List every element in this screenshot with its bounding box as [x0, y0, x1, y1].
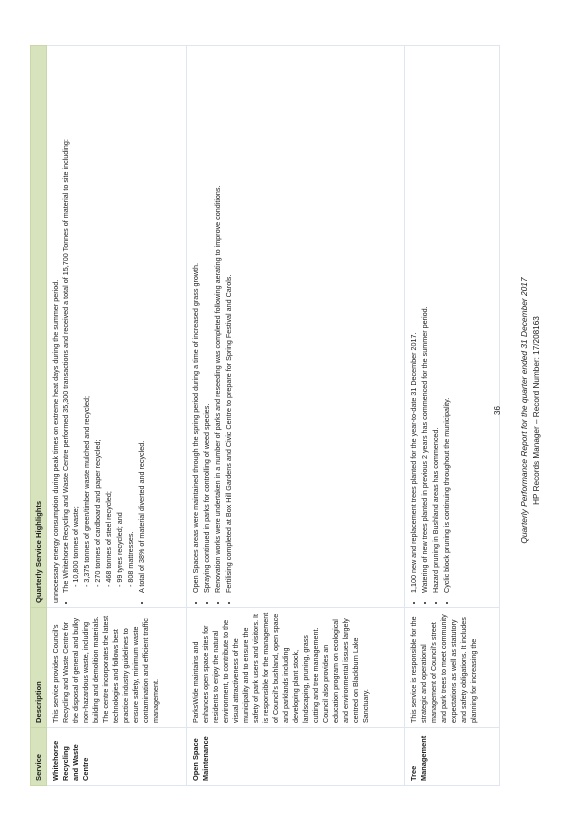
list-item: A total of 38% of material diverted and …: [137, 50, 147, 593]
list-item: 1,100 new and replacement trees planted …: [409, 50, 419, 593]
highlight-list: The Whitehorse Recycling and Waste Centr…: [61, 50, 147, 603]
page-number: 36: [493, 406, 502, 415]
service-highlights: 1,100 new and replacement trees planted …: [404, 45, 500, 608]
list-item: 468 tonnes of steel recycled;: [104, 50, 114, 587]
list-item: Spraying continued in parks for controll…: [202, 50, 212, 593]
table-row: Tree Management This service is responsi…: [404, 45, 500, 786]
service-highlights: unnecessary energy consumption during pe…: [46, 45, 187, 608]
sub-list: 10,800 tonnes of waste; 3,375 tonnes of …: [71, 50, 136, 593]
service-description: ParksWide maintains and enhances open sp…: [186, 607, 405, 728]
list-item: 808 mattresses.: [126, 50, 136, 587]
table-row: Open Space Maintenance ParksWide maintai…: [186, 45, 405, 786]
list-item: Open Spaces areas were maintained throug…: [191, 50, 201, 593]
highlight-text: The Whitehorse Recycling and Waste Centr…: [61, 139, 70, 593]
table-row: Whitehorse Recycling and Waste Centre Th…: [46, 45, 187, 786]
header-service: Service: [30, 727, 47, 786]
list-item: 3,375 tonnes of green/timber waste mulch…: [82, 50, 92, 587]
highlight-lead-text: unnecessary energy consumption during pe…: [51, 279, 60, 603]
highlight-list: 1,100 new and replacement trees planted …: [409, 50, 452, 603]
list-item: The Whitehorse Recycling and Waste Centr…: [61, 50, 136, 593]
table-header-row: Service Description Quarterly Service Hi…: [30, 45, 47, 786]
list-item: 10,800 tonnes of waste;: [71, 50, 81, 587]
list-item: Fertilising completed at Box Hill Garden…: [224, 50, 234, 593]
service-name: Open Space Maintenance: [186, 727, 405, 786]
service-description: This service provides Council's Recyclin…: [46, 607, 187, 728]
list-item: Hazard pruning in Bushland areas has com…: [431, 50, 441, 593]
service-description: This service is responsible for the stra…: [404, 607, 500, 728]
footer-report-title: Quarterly Performance Report for the qua…: [519, 277, 529, 544]
list-item: 99 tyres recycled; and: [115, 50, 125, 587]
list-item: Watering of new trees planted in previou…: [420, 50, 430, 593]
list-item: Renovation works were undertaken in a nu…: [213, 50, 223, 593]
list-item: 270 tonnes of cardboard and paper recycl…: [93, 50, 103, 587]
highlight-list: Open Spaces areas were maintained throug…: [191, 50, 234, 603]
list-item: Cyclic block pruning is continuing throu…: [442, 50, 452, 593]
footer-record-number: HP Records Manager – Record Number: 17/2…: [532, 316, 541, 505]
header-highlights: Quarterly Service Highlights: [30, 45, 47, 608]
service-highlights-table: Service Description Quarterly Service Hi…: [30, 45, 500, 786]
service-name: Whitehorse Recycling and Waste Centre: [46, 727, 187, 786]
service-name: Tree Management: [404, 727, 500, 786]
header-description: Description: [30, 607, 47, 728]
service-highlights: Open Spaces areas were maintained throug…: [186, 45, 405, 608]
